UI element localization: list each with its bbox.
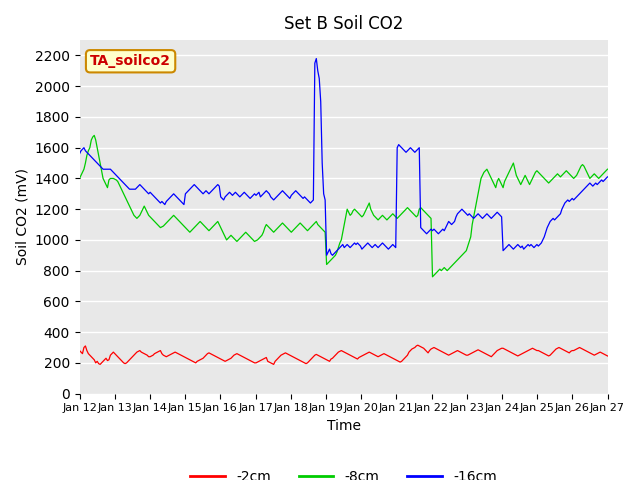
Text: TA_soilco2: TA_soilco2 xyxy=(90,54,171,68)
Y-axis label: Soil CO2 (mV): Soil CO2 (mV) xyxy=(15,168,29,265)
Title: Set B Soil CO2: Set B Soil CO2 xyxy=(284,15,403,33)
Legend: -2cm, -8cm, -16cm: -2cm, -8cm, -16cm xyxy=(185,464,502,480)
X-axis label: Time: Time xyxy=(326,419,360,433)
